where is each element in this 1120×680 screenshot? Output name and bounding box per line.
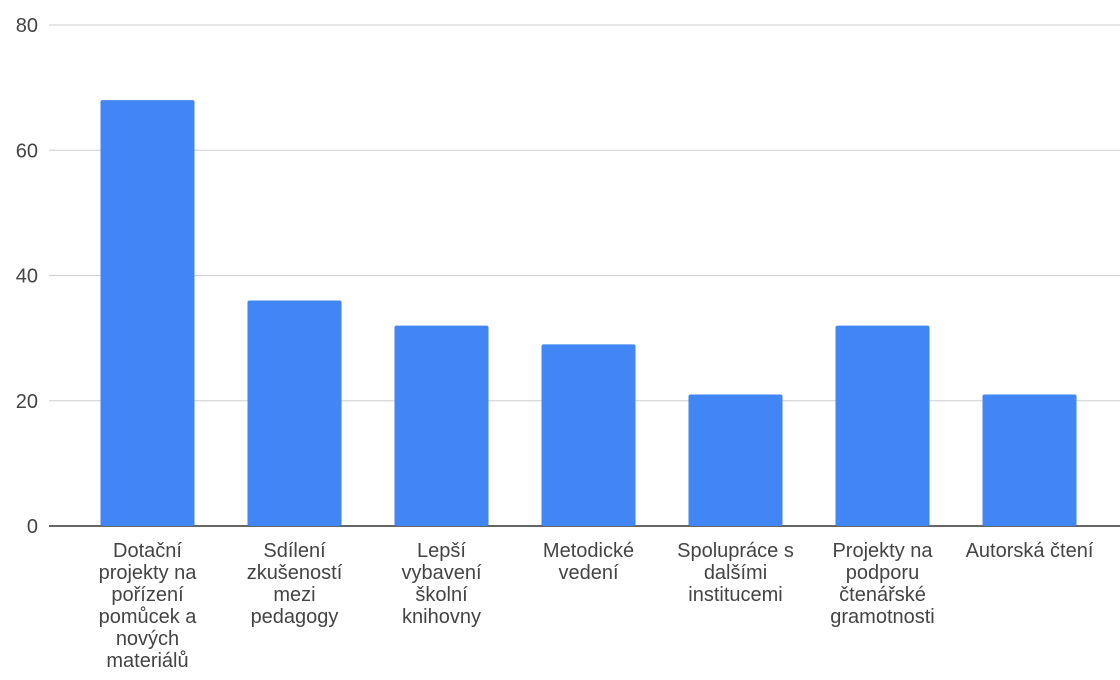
bar[interactable] (247, 300, 342, 526)
x-category-label: Dotační projekty na pořízení pomůcek a novýc… (99, 540, 198, 672)
y-tick-label: 20 (16, 391, 38, 413)
bars (100, 100, 1077, 527)
x-axis-labels: Dotační projekty na pořízení pomůcek a novýc… (99, 540, 1094, 672)
bar[interactable] (835, 325, 930, 526)
y-tick-label: 80 (16, 15, 38, 37)
bar[interactable] (394, 325, 489, 526)
x-category-label: Projekty na podporu čtenářské gramotnosti (830, 540, 935, 628)
y-tick-label: 60 (16, 140, 38, 162)
x-category-label: Autorská čtení (966, 540, 1094, 562)
x-category-label: Lepší vybavení školní knihovny (401, 540, 481, 628)
x-category-label: Metodické vedení (543, 540, 634, 584)
x-category-label: Spolupráce s dalšími institucemi (677, 540, 794, 606)
bar[interactable] (541, 344, 636, 526)
y-axis-ticks: 0 20 40 60 80 (16, 15, 38, 538)
y-tick-label: 0 (27, 516, 38, 538)
x-category-label: Sdílení zkušeností mezi pedagogy (247, 540, 343, 628)
bar[interactable] (100, 100, 195, 527)
bar[interactable] (688, 394, 783, 526)
y-tick-label: 40 (16, 266, 38, 288)
bar[interactable] (982, 394, 1077, 526)
